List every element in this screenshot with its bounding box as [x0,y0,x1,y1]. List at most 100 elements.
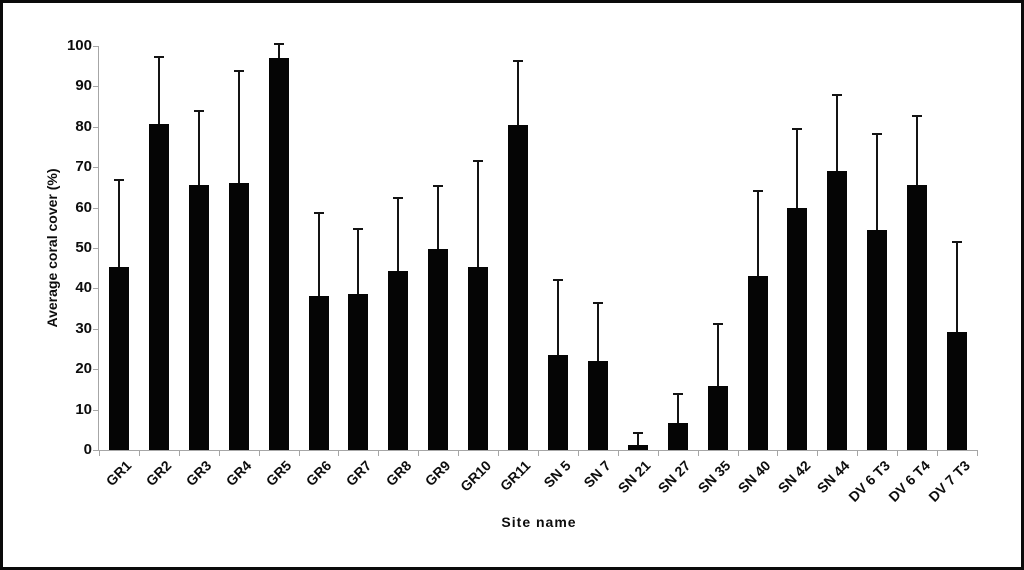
error-bar-cap [632,431,643,434]
x-axis-tick [697,451,699,456]
x-axis-tick [817,451,819,456]
x-tick-label: SN 40 [734,457,774,497]
bar [108,266,129,450]
x-axis-tick [937,451,939,456]
bar [388,270,409,450]
error-bar-line [756,191,759,277]
x-tick-label: SN 21 [614,457,654,497]
x-axis-tick [538,451,539,456]
x-tick-label: GR9 [422,457,454,489]
x-tick-label: SN 27 [654,457,694,497]
error-bar-line [277,44,280,59]
y-tick-label: 10 [75,400,92,418]
x-tick-label: GR3 [182,457,215,489]
x-tick-label: GR5 [262,457,295,489]
x-axis-line [98,450,978,451]
y-tick-label: 0 [83,441,92,459]
bar [587,361,608,450]
x-axis-tick [657,451,659,456]
y-axis-tick [93,86,98,88]
error-bar-cap [353,228,364,230]
error-bar-line [197,110,200,185]
error-bar-line [716,323,719,387]
x-tick-label: GR6 [302,457,335,489]
x-tick-label: GR10 [456,457,494,495]
x-tick-label: GR7 [342,457,375,489]
x-tick-label: SN 5 [540,457,574,491]
y-axis-tick [93,369,98,371]
error-bar-cap [193,109,204,112]
x-axis-tick [338,451,340,456]
error-bar-line [596,302,599,362]
bar [188,184,209,450]
y-tick-label: 40 [75,279,92,297]
error-bar-line [836,95,839,172]
y-axis-tick [93,207,98,209]
y-tick-label: 90 [75,77,92,95]
x-axis-tick [99,451,100,456]
x-axis-title: Site name [501,514,577,530]
y-axis-tick [93,46,98,47]
x-tick-label: DV 6 T4 [885,457,933,505]
error-bar-cap [313,211,324,214]
x-axis-tick [258,451,260,456]
y-tick-label: 60 [75,198,92,216]
error-bar-cap [712,322,723,325]
error-bar-line [397,198,400,271]
error-bar-cap [832,94,843,97]
error-bar-cap [792,128,803,131]
x-axis-tick [298,451,300,456]
error-bar-cap [952,240,963,243]
bar [228,183,249,450]
y-axis-title: Average coral cover (%) [44,168,60,328]
y-tick-label: 70 [75,158,92,176]
bar [508,125,529,450]
bar [308,296,329,450]
bar [148,123,169,450]
bar [747,276,768,450]
x-tick-label: GR4 [222,457,255,489]
x-axis-tick [458,451,460,456]
error-bar-line [477,161,480,267]
error-bar-cap [672,392,683,395]
y-axis-tick [93,450,98,451]
bar [268,58,289,450]
y-tick-label: 100 [66,37,92,55]
error-bar-cap [113,179,124,182]
error-bar-line [437,186,440,250]
error-bar-cap [912,114,923,117]
y-axis-tick [93,126,98,128]
error-bar-line [956,241,959,333]
bar [667,423,688,450]
y-tick-label: 80 [75,117,92,135]
error-bar-cap [233,69,244,72]
x-tick-label: SN 35 [694,457,734,497]
error-bar-line [237,70,240,184]
error-bar-line [117,180,120,267]
x-tick-label: GR11 [497,457,534,494]
bar [707,386,728,450]
x-axis-tick [498,451,500,456]
error-bar-cap [393,197,404,200]
y-axis-line [98,46,99,451]
error-bar-cap [273,43,284,46]
x-axis-tick [897,451,899,456]
y-axis-tick [93,288,98,290]
bar [907,185,928,450]
x-tick-label: SN 44 [814,457,853,497]
x-tick-label: GR2 [142,457,175,489]
x-axis-tick [737,451,739,456]
bar [867,229,888,450]
error-bar-cap [513,60,524,63]
x-axis-tick [378,451,380,456]
y-tick-label: 20 [75,360,92,378]
error-bar-cap [552,278,563,281]
x-axis-tick [777,451,779,456]
error-bar-cap [592,301,603,304]
y-axis-tick [93,167,98,169]
error-bar-line [676,393,679,424]
y-axis-tick [93,409,98,411]
bar [627,445,648,450]
bar [468,266,489,450]
bar [547,355,568,450]
